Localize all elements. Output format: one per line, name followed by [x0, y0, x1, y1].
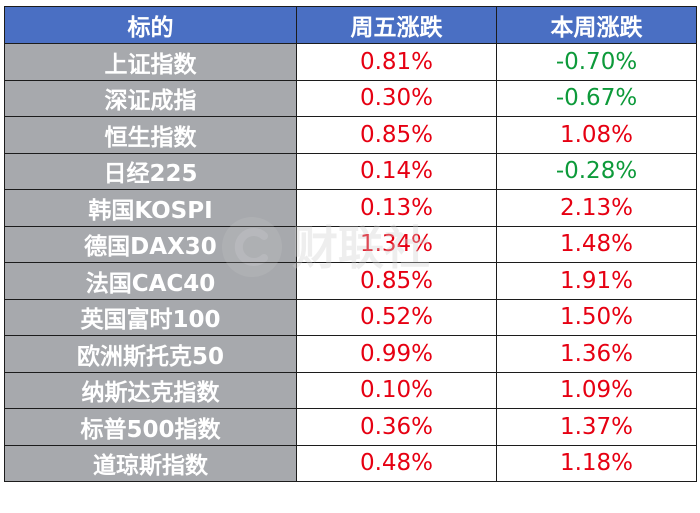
table-row: 上证指数 0.81% -0.70% [4, 43, 697, 81]
index-name: 深证成指 [4, 79, 297, 117]
index-name: 标普500指数 [4, 408, 297, 446]
table-row: 纳斯达克指数 0.10% 1.09% [4, 371, 697, 409]
table-row: 道琼斯指数 0.48% 1.18% [4, 444, 697, 482]
index-name: 日经225 [4, 152, 297, 190]
week-change-value: -0.70% [496, 43, 697, 81]
header-row: 标的 周五涨跌 本周涨跌 [4, 6, 697, 44]
table-row: 德国DAX30 1.34% 1.48% [4, 225, 697, 263]
friday-change-value: 0.10% [296, 371, 497, 409]
friday-change-value: 0.81% [296, 43, 497, 81]
friday-change-value: 0.99% [296, 335, 497, 373]
friday-change-value: 0.85% [296, 262, 497, 300]
table-row: 深证成指 0.30% -0.67% [4, 79, 697, 117]
index-name: 欧洲斯托克50 [4, 335, 297, 373]
week-change-value: 1.36% [496, 335, 697, 373]
table-row: 日经225 0.14% -0.28% [4, 152, 697, 190]
week-change-value: 1.37% [496, 408, 697, 446]
table-row: 标普500指数 0.36% 1.37% [4, 408, 697, 446]
table-row: 恒生指数 0.85% 1.08% [4, 116, 697, 154]
header-week-change: 本周涨跌 [496, 6, 697, 44]
index-name: 纳斯达克指数 [4, 371, 297, 409]
table-row: 韩国KOSPI 0.13% 2.13% [4, 189, 697, 227]
friday-change-value: 1.34% [296, 225, 497, 263]
friday-change-value: 0.13% [296, 189, 497, 227]
friday-change-value: 0.30% [296, 79, 497, 117]
week-change-value: 1.91% [496, 262, 697, 300]
week-change-value: -0.28% [496, 152, 697, 190]
table-row: 欧洲斯托克50 0.99% 1.36% [4, 335, 697, 373]
index-name: 道琼斯指数 [4, 444, 297, 482]
index-name: 英国富时100 [4, 298, 297, 336]
week-change-value: 1.50% [496, 298, 697, 336]
index-name: 恒生指数 [4, 116, 297, 154]
header-friday-change: 周五涨跌 [296, 6, 497, 44]
friday-change-value: 0.14% [296, 152, 497, 190]
friday-change-value: 0.52% [296, 298, 497, 336]
friday-change-value: 0.48% [296, 444, 497, 482]
index-name: 韩国KOSPI [4, 189, 297, 227]
table-row: 法国CAC40 0.85% 1.91% [4, 262, 697, 300]
index-name: 德国DAX30 [4, 225, 297, 263]
header-name: 标的 [4, 6, 297, 44]
friday-change-value: 0.36% [296, 408, 497, 446]
week-change-value: 1.09% [496, 371, 697, 409]
week-change-value: 1.18% [496, 444, 697, 482]
week-change-value: 2.13% [496, 189, 697, 227]
week-change-value: 1.08% [496, 116, 697, 154]
index-change-table: 标的 周五涨跌 本周涨跌 上证指数 0.81% -0.70% 深证成指 0.30% -0.… [4, 6, 697, 482]
week-change-value: 1.48% [496, 225, 697, 263]
index-name: 上证指数 [4, 43, 297, 81]
friday-change-value: 0.85% [296, 116, 497, 154]
week-change-value: -0.67% [496, 79, 697, 117]
table-body: 上证指数 0.81% -0.70% 深证成指 0.30% -0.67% 恒生指数 0.85% 1… [4, 43, 697, 482]
index-name: 法国CAC40 [4, 262, 297, 300]
table-row: 英国富时100 0.52% 1.50% [4, 298, 697, 336]
